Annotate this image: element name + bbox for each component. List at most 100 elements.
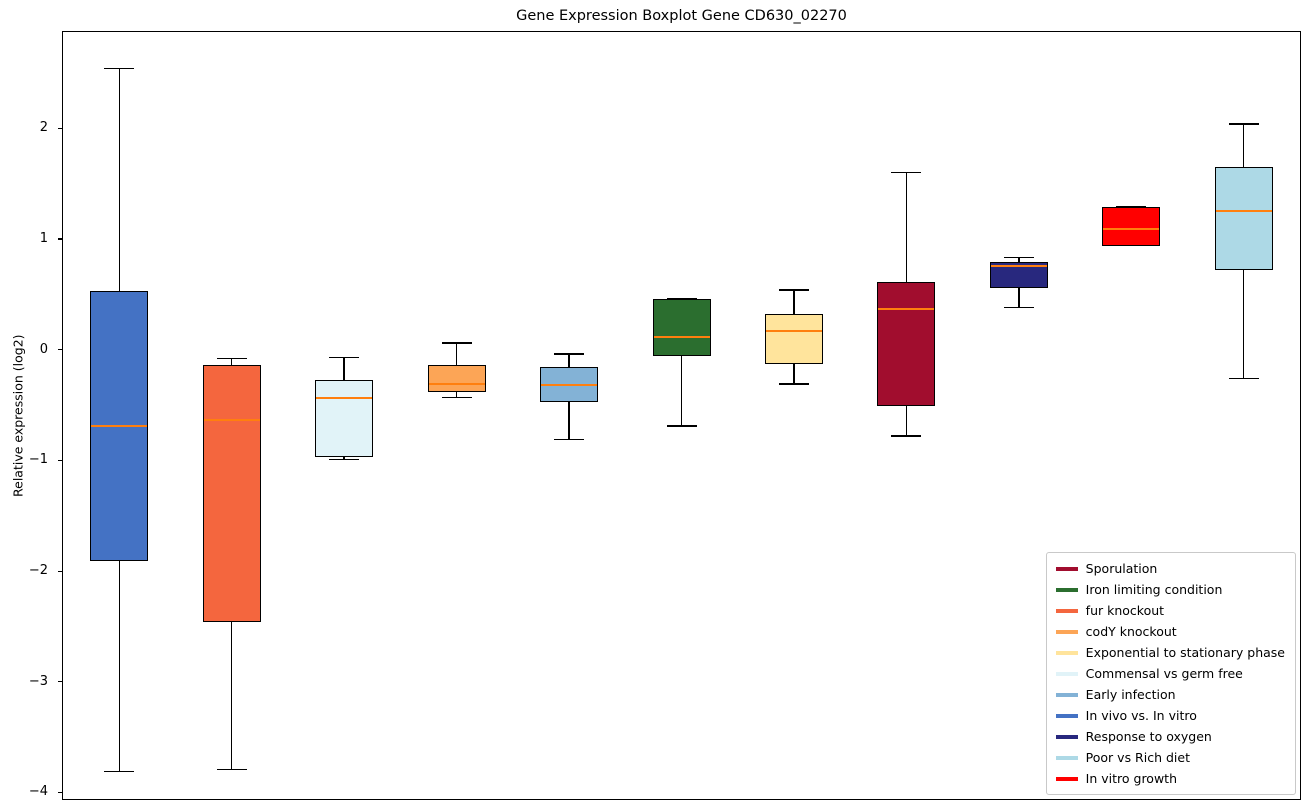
legend-label: In vitro growth [1085,771,1178,786]
upper-whisker-cap [216,357,247,360]
boxplot-box [315,379,374,457]
boxplot-box [1102,206,1161,246]
legend-label: Exponential to stationary phase [1085,645,1285,660]
lower-whisker-cap [104,770,135,773]
upper-whisker-line [793,289,795,315]
lower-whisker-cap [216,768,247,770]
median-line [428,382,485,385]
legend-swatch [1055,776,1078,781]
y-tick-label: −3 [28,673,48,689]
lower-whisker-line [793,364,795,384]
upper-whisker-line [343,357,345,380]
lower-whisker-cap [891,435,922,437]
y-tick-label: 2 [39,120,48,136]
legend-label: In vivo vs. In vitro [1085,708,1197,723]
boxplot-box [877,282,936,407]
legend-swatch [1055,713,1078,718]
legend-item: fur knockout [1055,600,1285,621]
legend-item: Exponential to stationary phase [1055,642,1285,663]
boxplot-box [202,365,261,622]
upper-whisker-cap [554,353,585,355]
legend-label: Response to oxygen [1085,729,1212,744]
lower-whisker-cap [329,458,360,460]
median-line [1103,228,1160,230]
y-tick-label: 1 [39,231,48,247]
legend-label: Poor vs Rich diet [1085,750,1190,765]
lower-whisker-line [568,401,570,440]
boxplot-box [427,365,486,392]
median-line [203,419,260,422]
lower-whisker-cap [666,425,697,427]
upper-whisker-line [568,354,570,368]
lower-whisker-cap [778,383,809,385]
median-line [653,336,710,339]
lower-whisker-cap [1228,377,1259,380]
legend-item: Commensal vs germ free [1055,663,1285,684]
upper-whisker-line [455,343,458,366]
median-line [541,384,598,387]
chart-title: Gene Expression Boxplot Gene CD630_02270 [516,8,847,24]
upper-whisker-cap [441,342,472,344]
legend-item: In vitro growth [1055,768,1285,789]
median-line [990,264,1047,267]
legend-item: codY knockout [1055,621,1285,642]
y-axis: 2 1 0 −1 −2 −3 −4 [0,31,62,800]
legend-swatch [1055,692,1078,697]
upper-whisker-line [1018,257,1020,263]
y-tick-mark [58,570,62,572]
median-line [91,425,148,427]
y-tick-label: 0 [39,341,48,357]
upper-whisker-line [118,68,120,291]
lower-whisker-line [343,457,345,460]
lower-whisker-line [231,621,233,770]
legend-label: Sporulation [1085,561,1158,576]
median-line [878,307,935,310]
legend-swatch [1055,755,1078,760]
lower-whisker-line [455,391,458,398]
legend: Sporulation Iron limiting condition fur kn… [1045,552,1296,795]
y-tick-mark [58,127,62,129]
legend-label: codY knockout [1085,624,1177,639]
y-tick-mark [58,791,62,794]
lower-whisker-line [905,406,908,436]
legend-swatch [1055,587,1078,592]
legend-item: Response to oxygen [1055,726,1285,747]
upper-whisker-line [1243,123,1245,168]
legend-swatch [1055,629,1078,634]
legend-label: fur knockout [1085,603,1165,618]
lower-whisker-cap [441,396,472,398]
upper-whisker-line [231,358,233,366]
legend-swatch [1055,650,1078,655]
boxplot-box [764,314,823,365]
y-tick-label: −2 [28,563,48,579]
legend-swatch [1055,608,1078,613]
lower-whisker-line [1018,287,1020,308]
upper-whisker-cap [891,171,922,174]
plot-area: Sporulation Iron limiting condition fur kn… [62,31,1301,800]
legend-swatch [1055,566,1078,571]
boxplot-box [652,298,711,357]
legend-item: Sporulation [1055,558,1285,579]
legend-item: Poor vs Rich diet [1055,747,1285,768]
boxplot-box [1214,167,1273,270]
lower-whisker-cap [1116,245,1147,247]
y-tick-mark [58,681,62,683]
upper-whisker-cap [778,289,809,291]
upper-whisker-cap [1228,123,1259,125]
y-tick-mark [58,238,62,240]
legend-label: Early infection [1085,687,1176,702]
upper-whisker-line [905,172,908,283]
upper-whisker-cap [329,356,360,359]
lower-whisker-line [118,561,120,772]
upper-whisker-cap [104,67,135,70]
legend-item: Early infection [1055,684,1285,705]
upper-whisker-cap [1003,257,1034,259]
y-tick-mark [58,459,62,462]
lower-whisker-cap [1003,306,1034,309]
legend-item: Iron limiting condition [1055,579,1285,600]
y-tick-label: −4 [28,784,48,800]
legend-swatch [1055,671,1078,676]
median-line [765,329,822,332]
legend-item: In vivo vs. In vitro [1055,705,1285,726]
